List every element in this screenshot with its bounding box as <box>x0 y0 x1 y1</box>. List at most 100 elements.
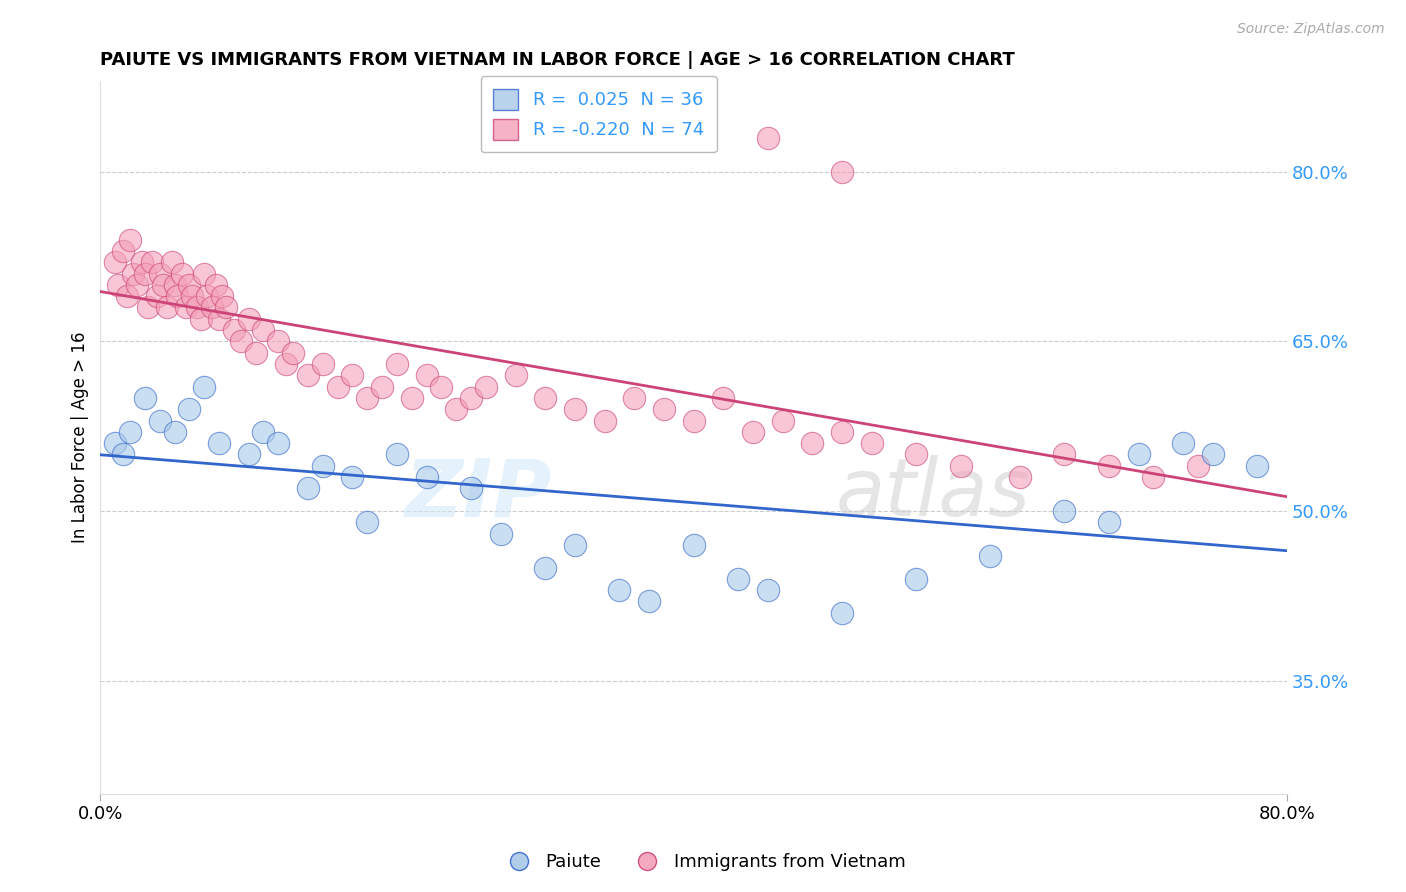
Point <box>342 470 364 484</box>
Point <box>118 233 141 247</box>
Point <box>623 391 645 405</box>
Point <box>356 391 378 405</box>
Point <box>609 583 631 598</box>
Point <box>297 368 319 383</box>
Point <box>371 379 394 393</box>
Point <box>118 425 141 439</box>
Point <box>831 606 853 620</box>
Point <box>200 301 222 315</box>
Point <box>238 447 260 461</box>
Point <box>534 391 557 405</box>
Point <box>905 572 928 586</box>
Point <box>356 516 378 530</box>
Point <box>170 267 193 281</box>
Point <box>145 289 167 303</box>
Point <box>534 560 557 574</box>
Point <box>652 402 675 417</box>
Point <box>122 267 145 281</box>
Point <box>152 277 174 292</box>
Point <box>195 289 218 303</box>
Point <box>593 413 616 427</box>
Point <box>166 289 188 303</box>
Point <box>430 379 453 393</box>
Point <box>111 447 134 461</box>
Point <box>193 267 215 281</box>
Point <box>1053 504 1076 518</box>
Point <box>267 334 290 349</box>
Point <box>179 277 201 292</box>
Point <box>107 277 129 292</box>
Point <box>211 289 233 303</box>
Point <box>1098 516 1121 530</box>
Point <box>1053 447 1076 461</box>
Point <box>111 244 134 258</box>
Point <box>385 357 408 371</box>
Point <box>772 413 794 427</box>
Text: atlas: atlas <box>837 456 1031 533</box>
Point <box>756 583 779 598</box>
Point <box>252 323 274 337</box>
Point <box>1142 470 1164 484</box>
Point <box>163 277 186 292</box>
Point <box>134 391 156 405</box>
Point <box>104 436 127 450</box>
Point <box>742 425 765 439</box>
Legend: R =  0.025  N = 36, R = -0.220  N = 74: R = 0.025 N = 36, R = -0.220 N = 74 <box>481 76 717 153</box>
Point <box>460 482 482 496</box>
Point <box>104 255 127 269</box>
Point <box>215 301 238 315</box>
Point <box>297 482 319 496</box>
Point <box>415 368 437 383</box>
Text: ZIP: ZIP <box>404 456 551 533</box>
Point <box>1187 458 1209 473</box>
Point <box>141 255 163 269</box>
Point <box>283 345 305 359</box>
Point <box>208 311 231 326</box>
Point <box>238 311 260 326</box>
Point <box>415 470 437 484</box>
Point <box>385 447 408 461</box>
Point <box>1128 447 1150 461</box>
Point <box>727 572 749 586</box>
Point <box>326 379 349 393</box>
Point <box>160 255 183 269</box>
Point <box>1246 458 1268 473</box>
Point <box>564 538 586 552</box>
Point <box>505 368 527 383</box>
Point <box>1202 447 1225 461</box>
Y-axis label: In Labor Force | Age > 16: In Labor Force | Age > 16 <box>72 332 89 543</box>
Point <box>682 413 704 427</box>
Point <box>267 436 290 450</box>
Point <box>489 526 512 541</box>
Text: PAIUTE VS IMMIGRANTS FROM VIETNAM IN LABOR FORCE | AGE > 16 CORRELATION CHART: PAIUTE VS IMMIGRANTS FROM VIETNAM IN LAB… <box>100 51 1015 69</box>
Point <box>134 267 156 281</box>
Point <box>163 425 186 439</box>
Point <box>446 402 468 417</box>
Point <box>205 277 228 292</box>
Point <box>186 301 208 315</box>
Point <box>149 413 172 427</box>
Point <box>208 436 231 450</box>
Point <box>831 165 853 179</box>
Point <box>905 447 928 461</box>
Point <box>149 267 172 281</box>
Point <box>460 391 482 405</box>
Point <box>179 402 201 417</box>
Point <box>1008 470 1031 484</box>
Point <box>127 277 149 292</box>
Legend: Paiute, Immigrants from Vietnam: Paiute, Immigrants from Vietnam <box>494 847 912 879</box>
Point <box>193 379 215 393</box>
Point <box>475 379 498 393</box>
Point <box>274 357 297 371</box>
Point <box>711 391 734 405</box>
Point <box>979 549 1001 564</box>
Point <box>638 594 661 608</box>
Point <box>801 436 824 450</box>
Point <box>756 131 779 145</box>
Point <box>860 436 883 450</box>
Point <box>156 301 179 315</box>
Point <box>222 323 245 337</box>
Point <box>136 301 159 315</box>
Point <box>342 368 364 383</box>
Point <box>1098 458 1121 473</box>
